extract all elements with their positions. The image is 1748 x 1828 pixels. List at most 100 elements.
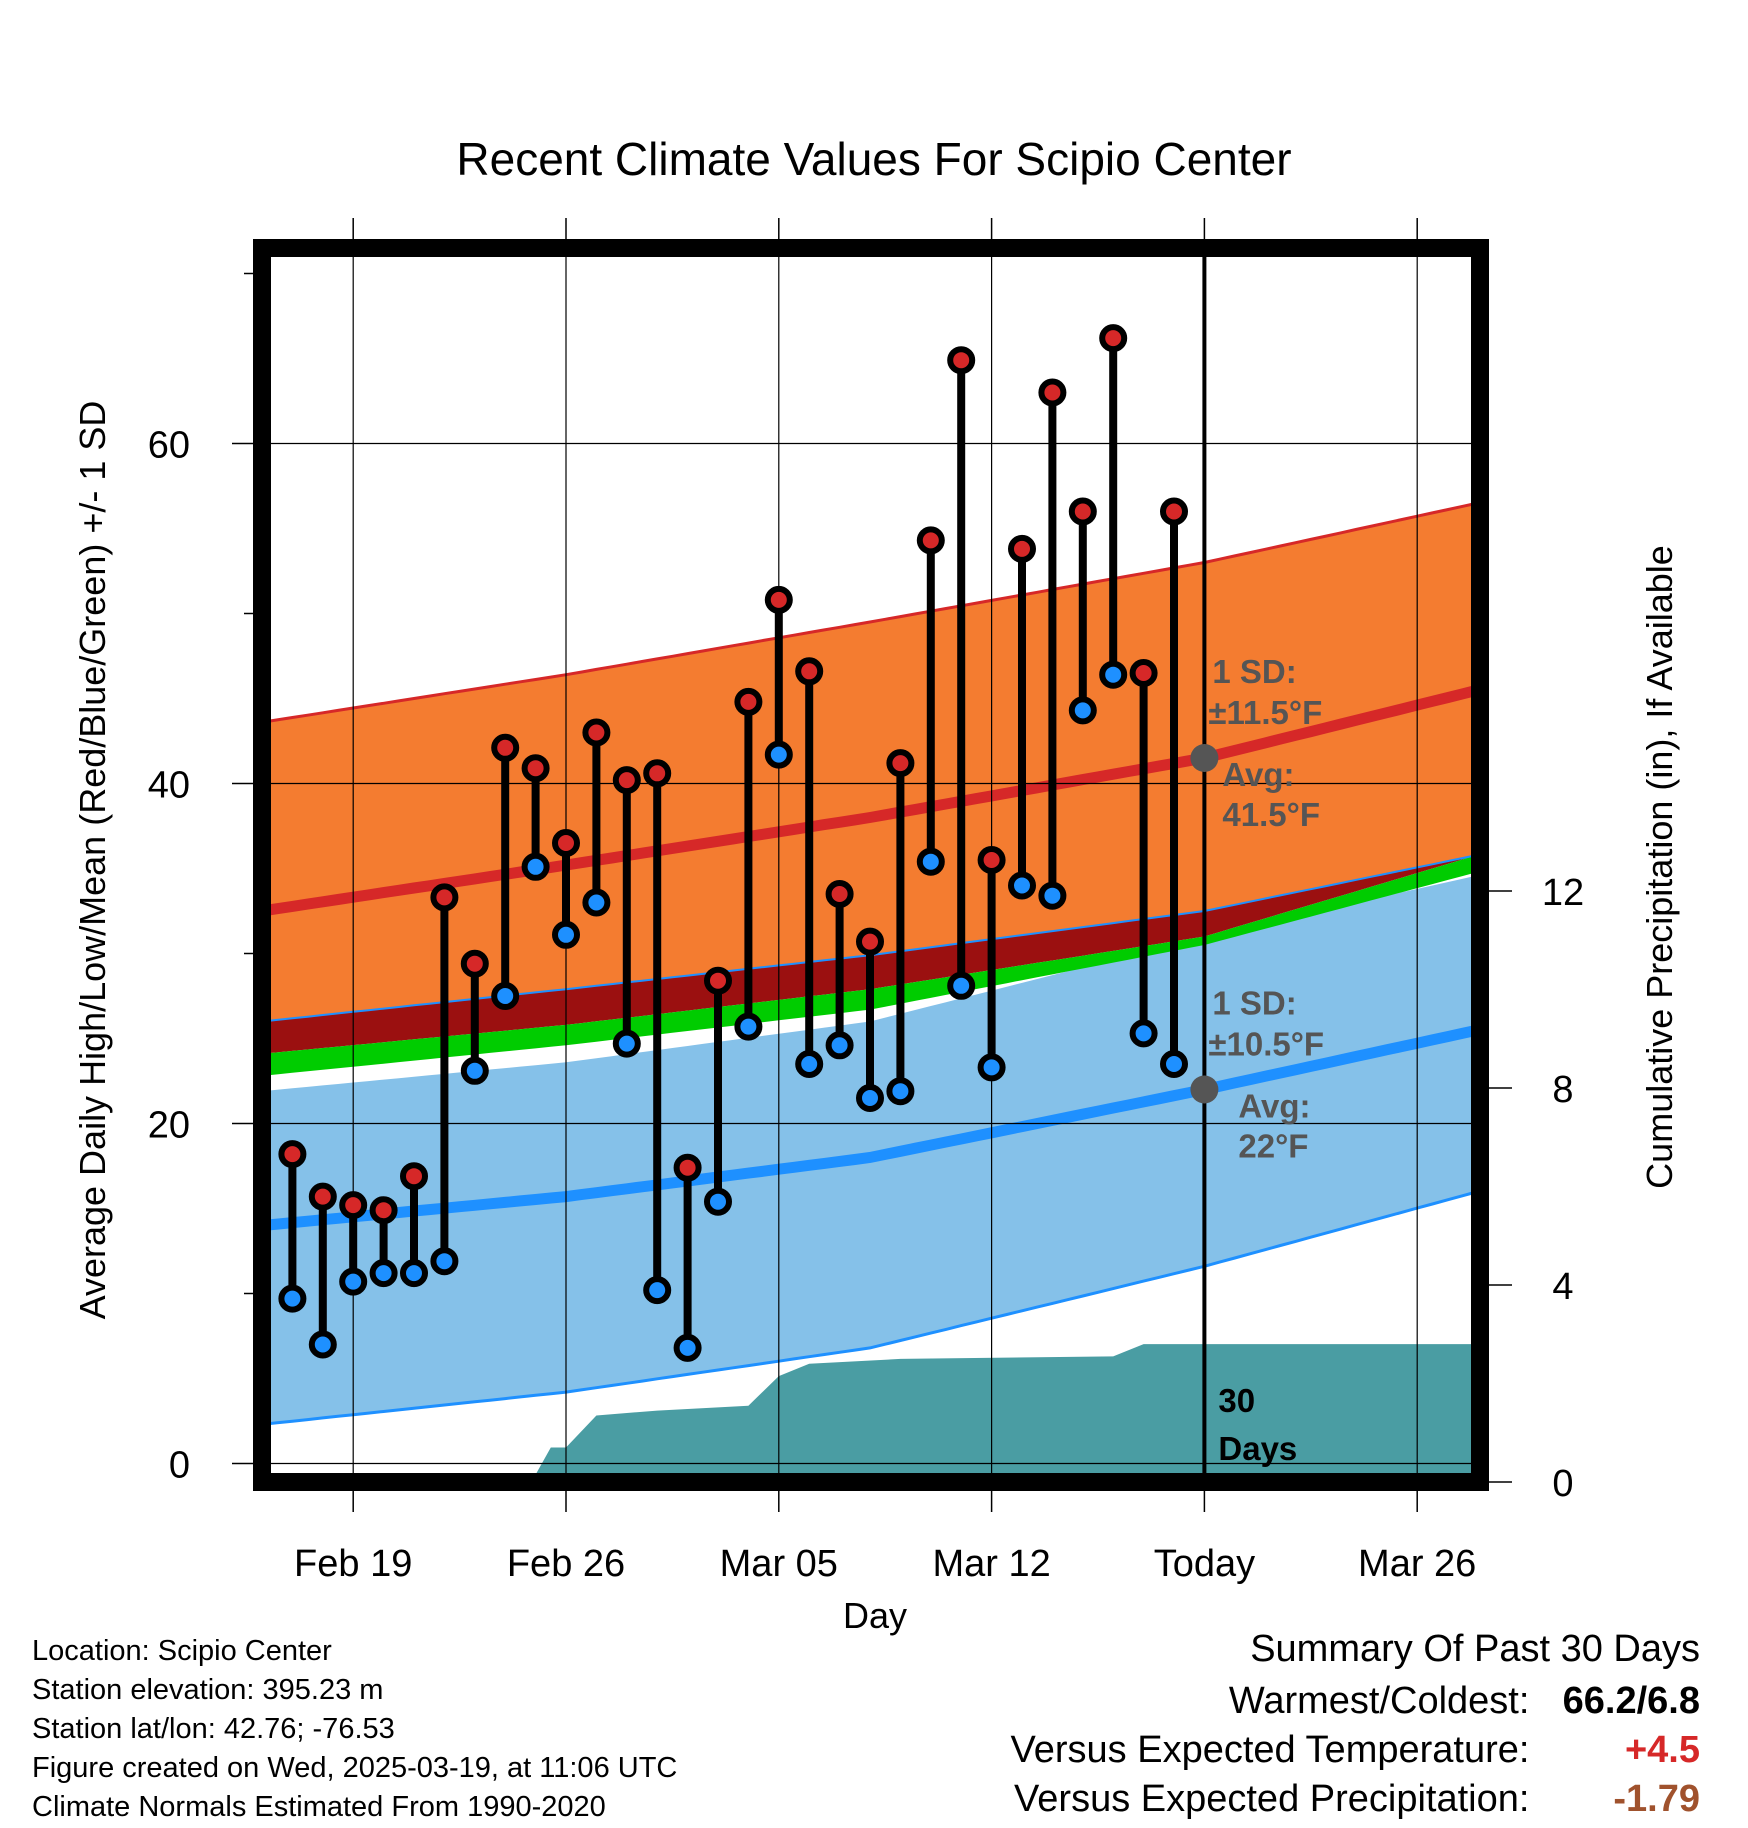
elevation-text: Station elevation: 395.23 m bbox=[32, 1674, 384, 1706]
low-point bbox=[1068, 696, 1097, 725]
y-axis-label: Average Daily High/Low/Mean (Red/Blue/Gr… bbox=[72, 401, 113, 1320]
high-sd-label: 1 SD: bbox=[1212, 653, 1296, 690]
low-lower-edge bbox=[262, 1190, 1479, 1426]
high-point bbox=[339, 1191, 368, 1220]
high-point bbox=[916, 526, 945, 555]
low-point bbox=[460, 1056, 489, 1085]
low-point bbox=[764, 740, 793, 769]
low-point bbox=[886, 1077, 915, 1106]
high-point bbox=[521, 754, 550, 783]
low-avg-marker bbox=[1190, 1075, 1219, 1104]
summary-title: Summary Of Past 30 Days bbox=[1250, 1628, 1700, 1670]
high-point bbox=[369, 1196, 398, 1225]
high-point bbox=[977, 846, 1006, 874]
warmest-label: Warmest/Coldest: bbox=[1228, 1680, 1530, 1722]
summary-temp-row: Versus Expected Temperature: +4.5 bbox=[1011, 1729, 1700, 1772]
low-point bbox=[856, 1084, 884, 1112]
low-avg-label: Avg: bbox=[1238, 1088, 1310, 1125]
high-avg-label: Avg: bbox=[1222, 756, 1294, 793]
high-point bbox=[460, 949, 489, 978]
y-tick-label: 40 bbox=[148, 765, 190, 807]
low-point bbox=[977, 1053, 1006, 1082]
low-point bbox=[582, 888, 611, 917]
y2-tick-label: 4 bbox=[1552, 1266, 1573, 1308]
low-point bbox=[673, 1333, 702, 1362]
high-point bbox=[1038, 378, 1067, 407]
chart-title: Recent Climate Values For Scipio Center bbox=[456, 133, 1291, 185]
high-point bbox=[764, 585, 793, 614]
low-point bbox=[400, 1259, 428, 1288]
low-point bbox=[1008, 871, 1036, 900]
normals-text: Climate Normals Estimated From 1990-2020 bbox=[32, 1791, 606, 1823]
mean-band bbox=[262, 854, 1478, 1076]
high-sd-value: ±11.5°F bbox=[1208, 694, 1322, 731]
high-point bbox=[947, 346, 976, 375]
y-tick-label: 0 bbox=[169, 1445, 190, 1487]
station-info: Location: Scipio Center Station elevatio… bbox=[32, 1632, 677, 1827]
x-axis-label: Day bbox=[843, 1595, 907, 1636]
low-point bbox=[734, 1012, 763, 1041]
y-tick-label: 60 bbox=[148, 425, 190, 467]
low-point bbox=[704, 1187, 732, 1216]
low-point bbox=[916, 847, 945, 876]
plot-frame bbox=[253, 239, 1489, 1491]
high-point bbox=[552, 829, 580, 857]
x-tick-label: Feb 19 bbox=[294, 1543, 412, 1585]
high-point bbox=[1008, 534, 1036, 563]
high-point bbox=[856, 927, 884, 956]
days-label-number: 30 bbox=[1218, 1382, 1255, 1419]
low-point bbox=[552, 920, 580, 949]
low-point bbox=[308, 1330, 337, 1359]
low-sd-label: 1 SD: bbox=[1212, 985, 1296, 1022]
high-point bbox=[612, 766, 641, 795]
high-avg-value: 41.5°F bbox=[1222, 796, 1320, 833]
high-point bbox=[825, 880, 854, 908]
low-point bbox=[1038, 881, 1067, 910]
high-point bbox=[734, 687, 763, 716]
low-point bbox=[795, 1050, 824, 1078]
high-upper-edge bbox=[262, 501, 1479, 724]
y2-tick-label: 12 bbox=[1542, 872, 1584, 914]
low-point bbox=[643, 1276, 672, 1305]
high-point bbox=[886, 749, 915, 778]
y2-tick-label: 0 bbox=[1552, 1463, 1573, 1505]
high-point bbox=[1099, 324, 1128, 353]
temp-label: Versus Expected Temperature: bbox=[1010, 1729, 1530, 1771]
high-point bbox=[643, 759, 672, 788]
low-point bbox=[369, 1259, 398, 1288]
high-mean-line bbox=[262, 684, 1480, 917]
temp-value: +4.5 bbox=[1624, 1729, 1700, 1771]
high-point bbox=[430, 883, 459, 912]
low-point bbox=[1160, 1050, 1188, 1078]
low-mean-line bbox=[262, 1024, 1480, 1231]
high-point bbox=[1068, 497, 1097, 526]
low-point bbox=[491, 982, 520, 1010]
low-point bbox=[339, 1267, 368, 1296]
days-label-text: Days bbox=[1218, 1430, 1297, 1467]
high-point bbox=[795, 657, 824, 686]
summary-warmest-row: Warmest/Coldest: 66.2/6.8 bbox=[1229, 1680, 1700, 1723]
high-point bbox=[673, 1153, 702, 1182]
low-point bbox=[1129, 1019, 1158, 1048]
y2-tick-label: 8 bbox=[1552, 1069, 1573, 1111]
low-point bbox=[521, 852, 550, 881]
low-point bbox=[1099, 660, 1128, 689]
high-point bbox=[400, 1162, 428, 1191]
x-tick-label: Mar 26 bbox=[1358, 1543, 1476, 1585]
high-point bbox=[1129, 659, 1158, 687]
x-tick-label: Feb 26 bbox=[507, 1543, 625, 1585]
latlon-text: Station lat/lon: 42.76; -76.53 bbox=[32, 1713, 395, 1745]
low-point bbox=[612, 1029, 641, 1058]
warmest-value: 66.2/6.8 bbox=[1562, 1680, 1700, 1722]
low-point bbox=[947, 971, 976, 1000]
high-point bbox=[491, 733, 520, 762]
high-point bbox=[582, 718, 611, 747]
high-point bbox=[704, 966, 732, 995]
y2-axis-label: Cumulative Precipitation (in), If Availa… bbox=[1639, 545, 1680, 1189]
high-point bbox=[1160, 497, 1188, 526]
x-tick-label: Today bbox=[1154, 1543, 1255, 1585]
x-tick-label: Mar 05 bbox=[720, 1543, 838, 1585]
